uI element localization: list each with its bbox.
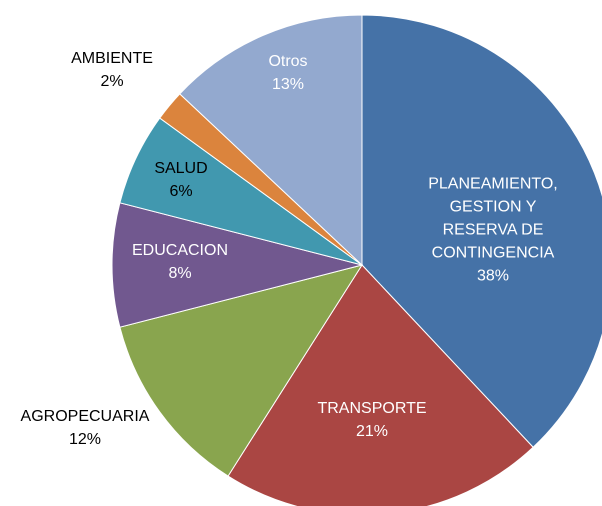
- slice-name: AMBIENTE: [71, 50, 153, 67]
- slice-name: PLANEAMIENTO, GESTION Y RESERVA DE CONTI…: [428, 175, 558, 262]
- slice-value: 2%: [100, 73, 124, 90]
- slice-label: Otros 13%: [213, 50, 363, 96]
- slice-value: 21%: [355, 423, 389, 440]
- slice-label: SALUD 6%: [106, 157, 256, 203]
- pie-slice: [179, 14, 363, 267]
- slice-value: 6%: [169, 183, 193, 200]
- slice-value: 13%: [271, 76, 305, 93]
- slice-name: SALUD: [154, 160, 208, 177]
- pie-slice: [111, 202, 363, 328]
- pie-slice: [227, 264, 534, 506]
- slice-label: EDUCACION 8%: [105, 239, 255, 285]
- slice-value: 12%: [68, 431, 102, 448]
- slice-name: AGROPECUARIA: [20, 408, 150, 425]
- slice-label: AGROPECUARIA 12%: [10, 405, 160, 451]
- slice-name: TRANSPORTE: [317, 400, 427, 417]
- slice-label: TRANSPORTE 21%: [297, 397, 447, 443]
- slice-value: 8%: [168, 265, 192, 282]
- slice-name: EDUCACION: [131, 242, 228, 259]
- slice-label: PLANEAMIENTO, GESTION Y RESERVA DE CONTI…: [418, 173, 568, 288]
- pie-slice: [119, 264, 364, 477]
- slice-name: Otros: [268, 53, 308, 70]
- slice-value: 38%: [476, 267, 510, 285]
- slice-label: AMBIENTE 2%: [37, 47, 187, 93]
- pie-slice: [361, 14, 602, 448]
